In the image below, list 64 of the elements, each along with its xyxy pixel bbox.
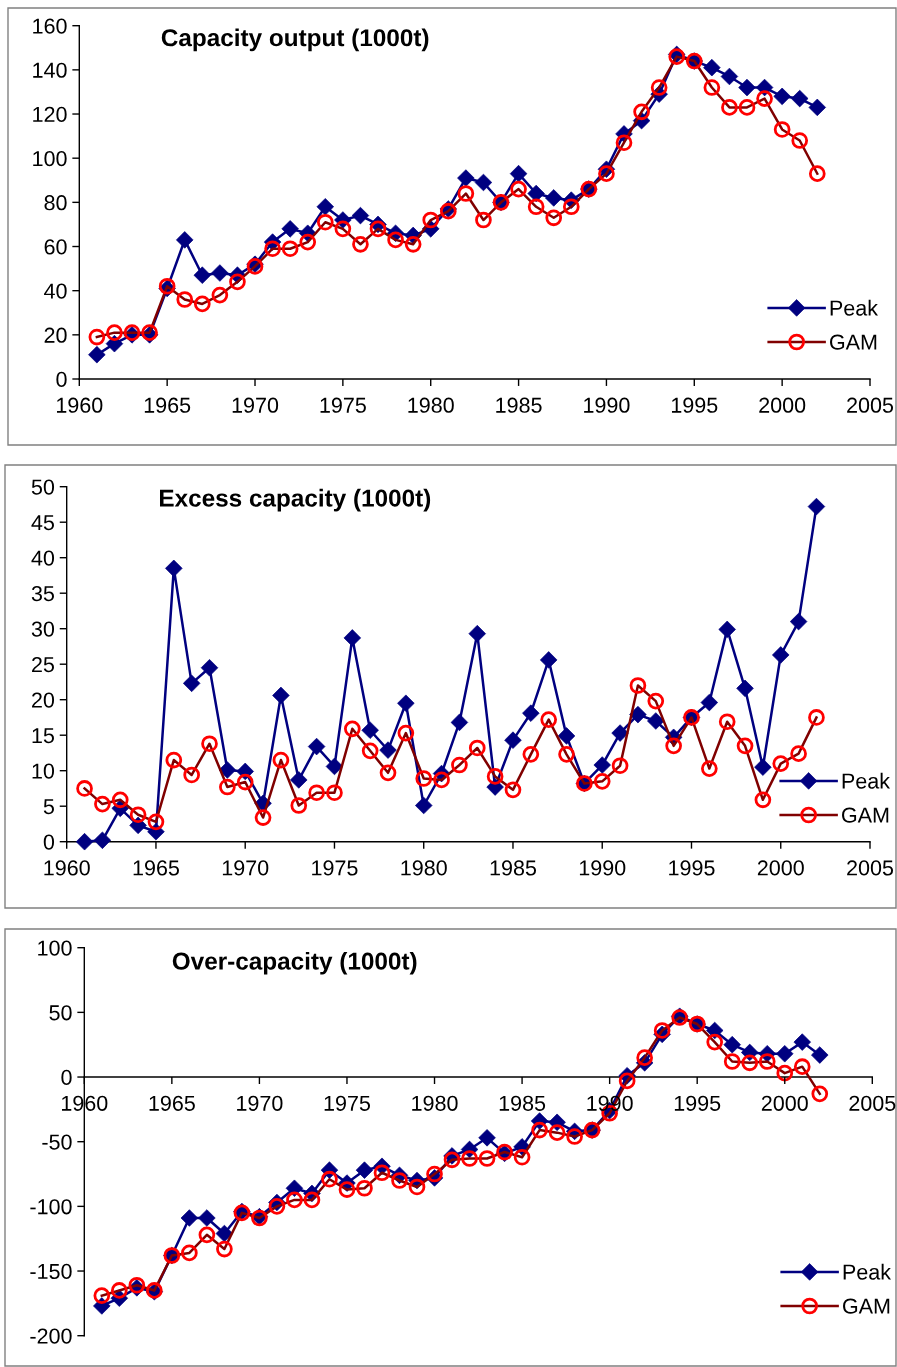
- y-tick-label: 20: [32, 692, 55, 708]
- chart-title: Capacity output (1000t): [161, 28, 429, 52]
- x-tick-label: 2000: [759, 397, 806, 413]
- x-tick-label: 1970: [232, 397, 279, 413]
- x-tick-label: 1975: [312, 860, 358, 876]
- y-tick-label: 0: [56, 371, 67, 388]
- x-tick-label: 1970: [237, 1095, 283, 1111]
- y-tick-label: 120: [33, 106, 67, 123]
- y-tick-label: 45: [31, 515, 54, 531]
- x-tick-label: 1980: [408, 397, 454, 413]
- x-tick-label: 1995: [671, 397, 718, 413]
- x-tick-label: 2000: [761, 1095, 808, 1111]
- y-tick-label: -200: [30, 1328, 72, 1344]
- y-tick-label: 50: [49, 1005, 72, 1021]
- x-tick-label: 1990: [584, 397, 630, 413]
- chart-title: Over-capacity (1000t): [172, 951, 417, 975]
- y-tick-label: -150: [30, 1263, 72, 1280]
- x-tick-label: 1985: [490, 860, 537, 876]
- y-tick-label: 80: [44, 195, 67, 211]
- x-tick-label: 1960: [57, 397, 103, 413]
- legend-label: Peak: [842, 772, 891, 789]
- legend-label: Peak: [843, 1263, 892, 1280]
- y-tick-label: 20: [44, 327, 67, 343]
- x-tick-label: 2005: [847, 860, 894, 876]
- chart-title: Excess capacity (1000t): [160, 488, 431, 512]
- y-tick-label: 50: [31, 479, 55, 495]
- x-tick-label: 1980: [401, 860, 447, 876]
- x-tick-label: 2005: [847, 397, 894, 413]
- y-tick-label: 5: [43, 799, 54, 815]
- legend-label: GAM: [843, 1298, 890, 1314]
- y-tick-label: -50: [42, 1134, 72, 1150]
- x-tick-label: 2000: [757, 860, 804, 876]
- legend-label: Peak: [830, 299, 879, 316]
- x-tick-label: 1985: [499, 1095, 546, 1111]
- x-tick-label: 1965: [149, 1095, 195, 1111]
- x-tick-label: 1965: [144, 397, 191, 413]
- y-tick-label: 40: [31, 550, 55, 566]
- y-tick-label: 35: [31, 585, 54, 602]
- y-tick-label: 40: [44, 283, 67, 299]
- y-tick-label: 15: [32, 728, 54, 744]
- x-tick-label: 1975: [324, 1095, 371, 1111]
- y-tick-label: 140: [33, 62, 67, 78]
- y-tick-label: 0: [43, 834, 55, 850]
- x-tick-label: 1960: [44, 860, 90, 876]
- x-tick-label: 1990: [579, 860, 626, 876]
- y-tick-label: 100: [38, 940, 72, 956]
- y-tick-label: 25: [32, 656, 54, 673]
- legend-label: GAM: [830, 334, 877, 350]
- y-tick-label: 30: [31, 621, 55, 637]
- legend-label: GAM: [842, 807, 889, 823]
- x-tick-label: 1970: [222, 860, 269, 876]
- x-tick-label: 1995: [674, 1095, 721, 1111]
- y-tick-label: -100: [30, 1199, 72, 1215]
- x-tick-label: 1995: [669, 860, 715, 876]
- y-tick-label: 100: [33, 150, 67, 167]
- y-tick-label: 10: [32, 763, 55, 779]
- x-tick-label: 2005: [849, 1095, 896, 1111]
- x-tick-label: 1985: [496, 397, 542, 413]
- x-tick-label: 1980: [412, 1095, 458, 1111]
- x-tick-label: 1975: [320, 397, 366, 413]
- y-tick-label: 60: [44, 239, 67, 255]
- x-tick-label: 1965: [133, 860, 179, 876]
- y-tick-label: 0: [61, 1069, 72, 1086]
- y-tick-label: 160: [33, 18, 67, 34]
